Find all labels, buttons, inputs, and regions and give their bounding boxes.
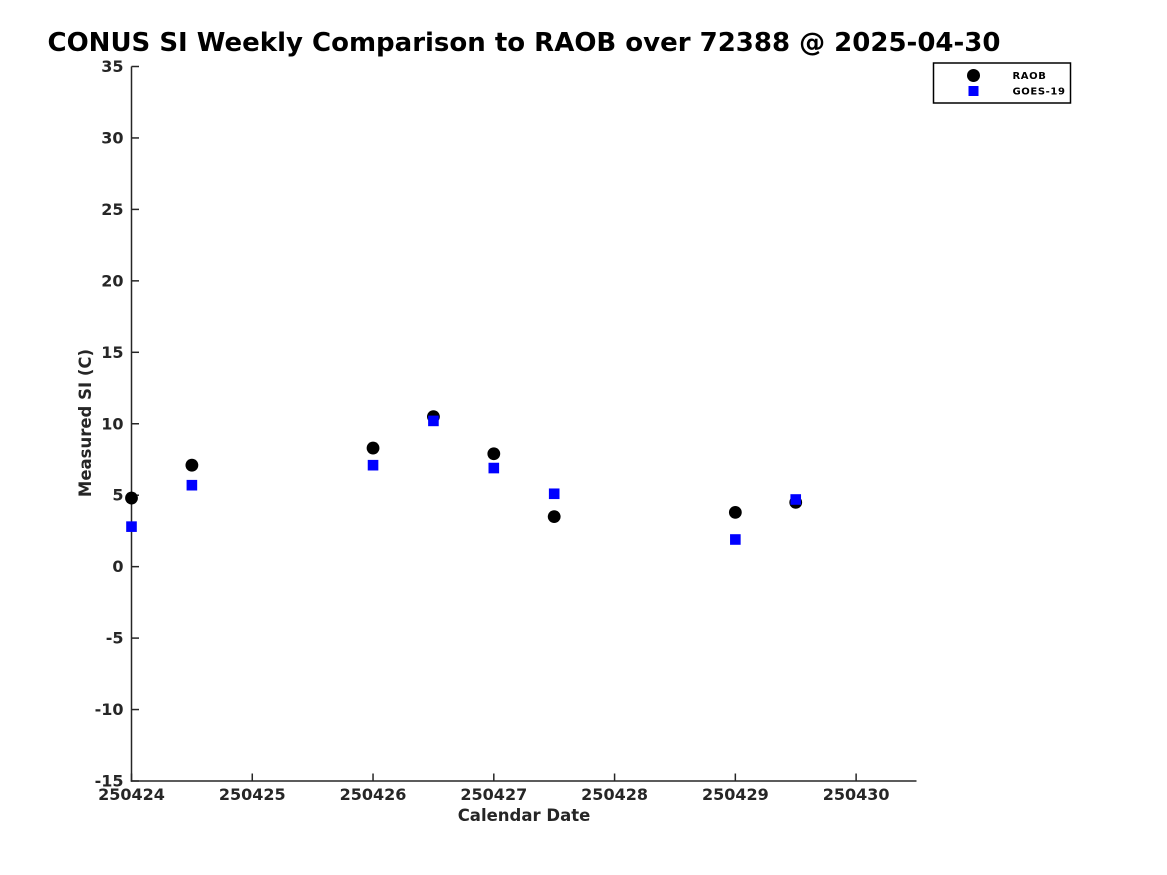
- raob-point: [185, 458, 199, 472]
- y-axis-label: Measured SI (C): [76, 349, 95, 497]
- y-tick-label: 35: [101, 57, 123, 76]
- y-tick-label: -15: [95, 772, 124, 791]
- raob-point: [366, 441, 380, 455]
- x-tick-label: 250429: [702, 785, 769, 804]
- y-tick-label: 10: [101, 414, 123, 433]
- goes19-point: [790, 494, 802, 505]
- raob-point: [125, 491, 138, 505]
- x-tick-label: 250428: [581, 785, 648, 804]
- legend-box: [932, 62, 1072, 104]
- goes19-point: [488, 462, 500, 474]
- y-tick-label: 20: [101, 271, 123, 290]
- raob-point: [728, 505, 742, 519]
- raob-point: [487, 447, 501, 461]
- goes19-point: [548, 488, 560, 500]
- legend-marker-raob-icon: [967, 69, 980, 82]
- x-tick-label: 250427: [460, 785, 527, 804]
- x-tick-label: 250425: [219, 785, 286, 804]
- y-tick-label: 15: [101, 343, 123, 362]
- legend-layer: RAOB GOES-19: [932, 62, 1072, 104]
- chart-title: CONUS SI Weekly Comparison to RAOB over …: [48, 28, 1001, 58]
- x-axis-label: Calendar Date: [458, 806, 591, 825]
- y-tick-label: 25: [101, 200, 123, 219]
- goes19-point: [126, 521, 137, 532]
- x-tick-label: 250430: [823, 785, 890, 804]
- x-tick-label: 250426: [340, 785, 407, 804]
- x-tick-label: 250424: [98, 785, 165, 804]
- y-tick-label: -10: [95, 700, 124, 719]
- goes19-point: [367, 459, 379, 471]
- y-tick-label: 5: [112, 486, 123, 505]
- y-tick-label: 30: [101, 128, 123, 147]
- y-tick-label: 0: [112, 557, 123, 576]
- goes19-point: [730, 534, 741, 545]
- y-tick-label: -5: [106, 629, 124, 648]
- legend-label-raob: RAOB: [1013, 71, 1047, 82]
- legend-marker-goes19-icon: [968, 86, 979, 96]
- legend-label-goes19: GOES-19: [1013, 87, 1066, 98]
- goes19-point: [186, 479, 198, 491]
- raob-point: [547, 510, 561, 524]
- points-layer: [125, 410, 803, 545]
- goes19-point: [428, 415, 439, 427]
